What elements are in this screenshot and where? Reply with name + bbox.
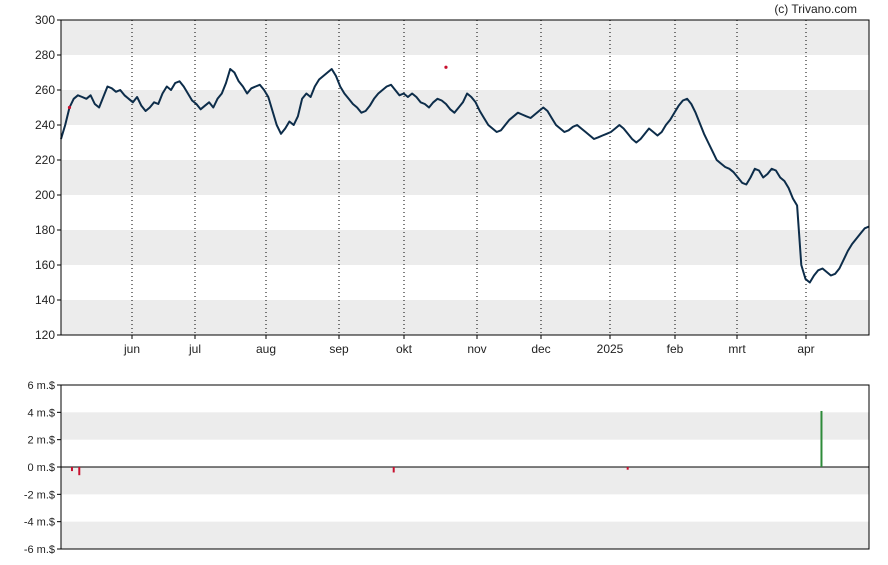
price-x-tick-label: apr (797, 342, 814, 356)
price-x-tick-label: jul (188, 342, 201, 356)
volume-chart: -6 m.$ -4 m.$ -2 m.$ 0 m.$ 2 m.$ 4 m.$ 6 m.$ (24, 380, 870, 556)
price-x-tick-label: dec (531, 342, 550, 356)
volume-y-tick-label: -6 m.$ (24, 544, 55, 556)
price-y-tick-label: 220 (35, 153, 55, 167)
volume-band (61, 412, 869, 440)
price-y-axis: 120 140 160 180 200 220 240 260 280 300 (35, 13, 61, 342)
price-x-tick-label: feb (667, 342, 684, 356)
sell-marker (67, 105, 72, 110)
volume-y-tick-label: 4 m.$ (27, 407, 55, 419)
price-y-tick-label: 180 (35, 223, 55, 237)
price-bands (61, 20, 869, 335)
volume-y-tick-label: 0 m.$ (27, 462, 55, 474)
price-vertical-grid (131, 20, 807, 335)
copyright-label: (c) Trivano.com (774, 2, 857, 16)
price-y-tick-label: 260 (35, 83, 55, 97)
price-x-tick-label: mrt (728, 342, 746, 356)
price-markers (67, 65, 448, 110)
volume-y-tick-label: 2 m.$ (27, 435, 55, 447)
price-x-tick-label: nov (467, 342, 486, 356)
price-band (61, 90, 869, 125)
price-chart: 120 140 160 180 200 220 240 260 280 300 jun jul aug… (35, 13, 870, 356)
volume-y-tick-label: -2 m.$ (24, 489, 55, 501)
price-x-tick-label: okt (396, 342, 413, 356)
price-x-tick-label: jun (123, 342, 140, 356)
volume-bars (70, 410, 823, 476)
price-series-line (60, 68, 870, 284)
price-x-tick-label: aug (256, 342, 276, 356)
volume-y-tick-label: -4 m.$ (24, 517, 55, 529)
price-band (61, 230, 869, 265)
price-band (61, 20, 869, 55)
price-band (61, 300, 869, 335)
price-frame (60, 19, 870, 336)
price-y-tick-label: 200 (35, 188, 55, 202)
volume-band (61, 521, 869, 549)
sell-marker (444, 65, 448, 69)
price-y-tick-label: 140 (35, 293, 55, 307)
volume-bands (61, 412, 869, 549)
price-y-tick-label: 300 (35, 13, 55, 27)
volume-y-axis: -6 m.$ -4 m.$ -2 m.$ 0 m.$ 2 m.$ 4 m.$ 6 m.$ (24, 380, 61, 556)
price-band (61, 160, 869, 195)
price-y-tick-label: 120 (35, 328, 55, 342)
price-x-tick-label: 2025 (597, 342, 624, 356)
price-x-tick-label: sep (329, 342, 349, 356)
price-y-tick-label: 240 (35, 118, 55, 132)
volume-y-tick-label: 6 m.$ (27, 380, 55, 392)
price-y-tick-label: 280 (35, 48, 55, 62)
volume-band (61, 467, 869, 495)
price-x-axis: jun jul aug sep okt nov dec 2025 feb mrt apr (123, 335, 815, 356)
price-y-tick-label: 160 (35, 258, 55, 272)
